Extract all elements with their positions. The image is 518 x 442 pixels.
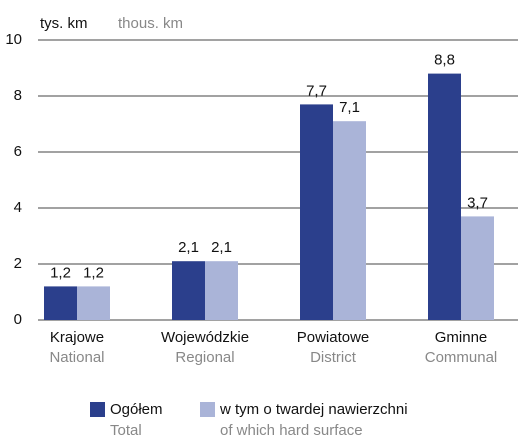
value-label: 2,1 — [178, 239, 199, 256]
x-tick-label: Gminne — [435, 329, 488, 346]
value-label: 2,1 — [211, 239, 232, 256]
x-tick-label-en: Communal — [425, 349, 498, 366]
x-tick-label: Wojewódzkie — [161, 329, 249, 346]
y-tick-label: 4 — [14, 199, 22, 216]
value-label: 7,7 — [306, 82, 327, 99]
y-tick-label: 10 — [5, 31, 22, 48]
y-tick-label: 2 — [14, 255, 22, 272]
value-label: 8,8 — [434, 52, 455, 69]
value-label: 1,2 — [50, 264, 71, 281]
bar — [300, 104, 333, 321]
legend-swatch — [200, 402, 215, 417]
bar — [44, 286, 77, 320]
bar — [461, 216, 494, 320]
y-tick-label: 0 — [14, 311, 22, 328]
legend-label-en: of which hard surface — [220, 422, 363, 439]
x-tick-label: Krajowe — [50, 329, 104, 346]
x-tick-label-en: National — [49, 349, 104, 366]
x-tick-label-en: District — [310, 349, 357, 366]
value-label: 1,2 — [83, 264, 104, 281]
y-tick-label: 6 — [14, 143, 22, 160]
value-label: 7,1 — [339, 99, 360, 116]
y-tick-label: 8 — [14, 87, 22, 104]
bar — [77, 286, 110, 320]
unit-label-en: thous. km — [118, 15, 183, 32]
legend-label-en: Total — [110, 422, 142, 439]
bar — [172, 261, 205, 320]
legend-label: w tym o twardej nawierzchni — [219, 401, 408, 418]
legend-label: Ogółem — [110, 401, 163, 418]
bar — [428, 73, 461, 320]
legend-swatch — [90, 402, 105, 417]
value-label: 3,7 — [467, 194, 488, 211]
unit-label: tys. km — [40, 15, 88, 32]
x-tick-label: Powiatowe — [297, 329, 370, 346]
x-tick-label-en: Regional — [175, 349, 234, 366]
bar — [333, 121, 366, 320]
bar — [205, 261, 238, 320]
